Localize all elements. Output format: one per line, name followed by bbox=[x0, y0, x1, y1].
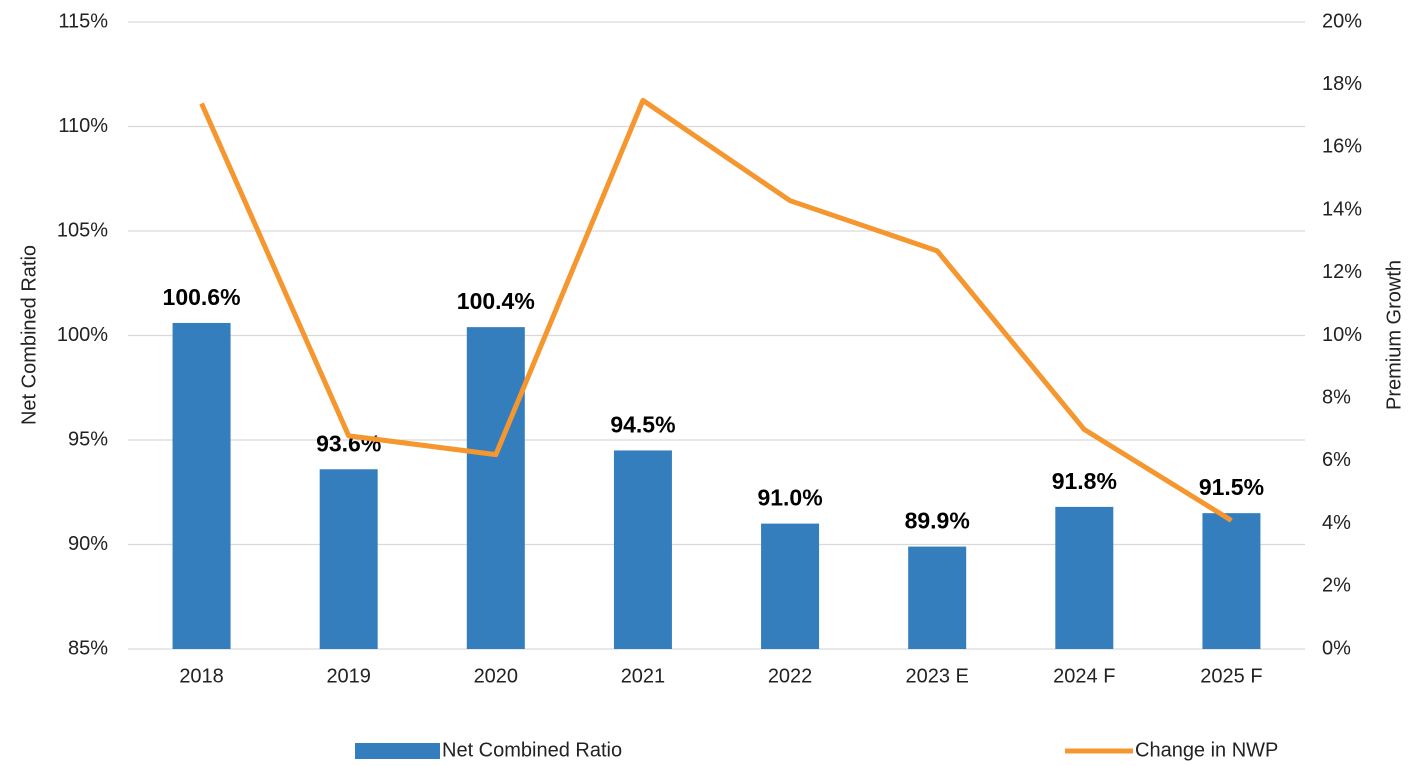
x-tick-label: 2022 bbox=[768, 665, 813, 687]
y-tick-label: 95% bbox=[68, 428, 108, 450]
y2-axis-title: Premium Growth bbox=[1383, 260, 1405, 410]
y2-tick-label: 8% bbox=[1322, 386, 1351, 408]
x-tick-label: 2025 F bbox=[1200, 665, 1262, 687]
bar bbox=[172, 322, 231, 649]
legend-label: Change in NWP bbox=[1135, 739, 1278, 761]
y-tick-label: 85% bbox=[68, 637, 108, 659]
y2-tick-label: 16% bbox=[1322, 136, 1362, 158]
x-tick-label: 2019 bbox=[326, 665, 371, 687]
y-tick-label: 105% bbox=[57, 219, 108, 241]
bar bbox=[1202, 513, 1261, 649]
y2-tick-label: 18% bbox=[1322, 73, 1362, 95]
bar bbox=[761, 523, 820, 649]
x-tick-label: 2023 E bbox=[905, 665, 968, 687]
y2-tick-label: 0% bbox=[1322, 637, 1351, 659]
y2-tick-label: 12% bbox=[1322, 261, 1362, 283]
data-label: 91.8% bbox=[1052, 468, 1117, 494]
y2-tick-label: 20% bbox=[1322, 10, 1362, 32]
y-tick-label: 115% bbox=[58, 10, 108, 32]
y2-tick-label: 14% bbox=[1322, 198, 1362, 220]
data-label: 100.4% bbox=[457, 288, 535, 314]
bar bbox=[1055, 506, 1114, 649]
bar bbox=[319, 469, 378, 649]
bar bbox=[908, 546, 967, 649]
legend-label: Net Combined Ratio bbox=[442, 739, 622, 761]
y-tick-label: 90% bbox=[68, 533, 108, 555]
x-tick-label: 2021 bbox=[621, 665, 666, 687]
x-tick-label: 2018 bbox=[179, 665, 224, 687]
y-axis-title: Net Combined Ratio bbox=[18, 245, 40, 425]
data-label: 91.5% bbox=[1199, 474, 1264, 500]
bar bbox=[466, 327, 525, 649]
y2-tick-label: 10% bbox=[1322, 324, 1362, 346]
y2-tick-label: 6% bbox=[1322, 449, 1351, 471]
x-tick-label: 2024 F bbox=[1053, 665, 1115, 687]
legend-swatch bbox=[355, 743, 440, 759]
data-label: 100.6% bbox=[163, 284, 241, 310]
y2-tick-label: 4% bbox=[1322, 512, 1351, 534]
y-tick-label: 110% bbox=[58, 115, 108, 137]
data-label: 89.9% bbox=[905, 508, 970, 534]
data-label: 94.5% bbox=[610, 412, 675, 438]
bar bbox=[613, 450, 672, 649]
y2-tick-label: 2% bbox=[1322, 575, 1351, 597]
x-tick-label: 2020 bbox=[474, 665, 519, 687]
data-label: 91.0% bbox=[757, 485, 822, 511]
y-tick-label: 100% bbox=[57, 324, 108, 346]
line bbox=[199, 97, 1233, 523]
